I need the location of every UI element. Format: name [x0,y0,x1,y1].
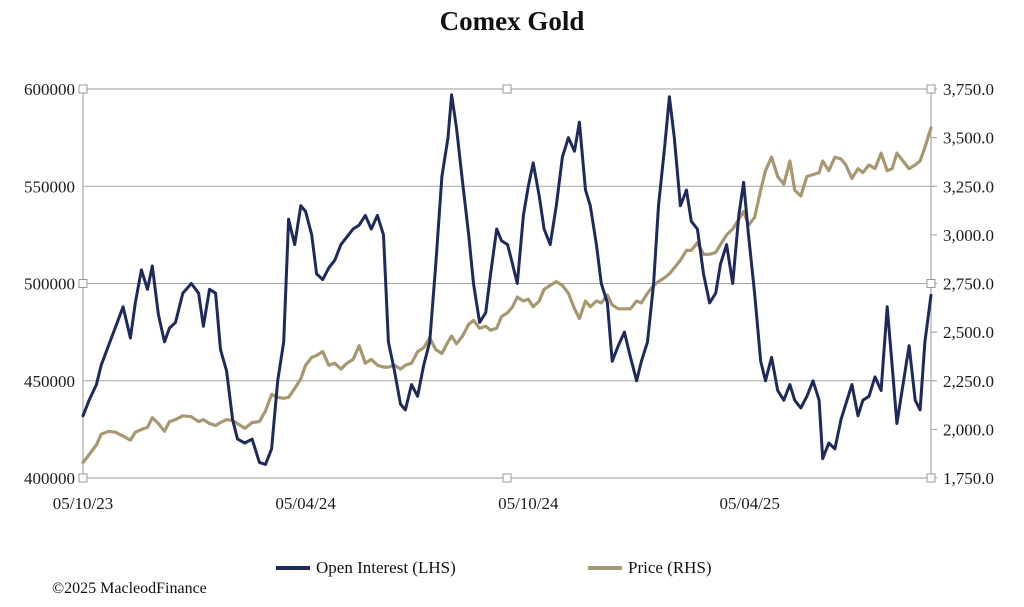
gridlines [83,185,931,382]
selection-handle[interactable] [78,279,88,288]
selection-handle[interactable] [78,473,88,483]
x-axis-ticks: 05/10/23 05/04/24 05/10/24 05/04/25 [53,494,780,513]
right-tick-label: 1,750.0 [943,469,994,488]
legend-item-open-interest: Open Interest (LHS) [276,556,456,580]
left-tick-label: 550000 [24,177,75,196]
right-tick-label: 3,500.0 [943,129,994,148]
right-tick-label: 2,250.0 [943,372,994,391]
x-tick-label: 05/04/25 [719,494,779,513]
selection-handle[interactable] [502,84,512,94]
selection-handle[interactable] [926,84,936,94]
right-tick-label: 2,750.0 [943,275,994,294]
left-tick-label: 400000 [24,469,75,488]
selection-handles [78,84,936,483]
line-chart: 400000 450000 500000 550000 600000 1,750.0 2,… [24,80,994,513]
right-tick-label: 3,000.0 [943,226,994,245]
selection-handle[interactable] [502,473,512,483]
selection-handle[interactable] [926,473,936,483]
left-tick-label: 500000 [24,275,75,294]
legend-swatch-open-interest [276,566,310,570]
right-tick-label: 2,000.0 [943,420,994,439]
right-axis-ticks: 1,750.0 2,000.0 2,250.0 2,500.0 2,750.0 3,000… [931,80,994,488]
series-line-open-interest [81,93,933,466]
legend: Open Interest (LHS) Price (RHS) [0,556,1024,580]
legend-swatch-price [588,566,622,570]
copyright-text: ©2025 MacleodFinance [52,580,207,597]
right-tick-label: 2,500.0 [943,323,994,342]
x-tick-label: 05/10/24 [498,494,559,513]
series-layer [81,93,933,466]
left-axis-ticks: 400000 450000 500000 550000 600000 [24,80,75,488]
right-tick-label: 3,750.0 [943,80,994,99]
left-tick-label: 600000 [24,80,75,99]
selection-handle[interactable] [78,84,88,94]
left-tick-label: 450000 [24,372,75,391]
chart-title: Comex Gold [439,6,585,36]
right-tick-label: 3,250.0 [943,177,994,196]
selection-handle[interactable] [926,279,936,288]
x-tick-label: 05/04/24 [275,494,336,513]
legend-item-price: Price (RHS) [588,556,712,580]
legend-label-price: Price (RHS) [628,558,712,577]
x-tick-label: 05/10/23 [53,494,113,513]
legend-label-open-interest: Open Interest (LHS) [316,558,456,577]
